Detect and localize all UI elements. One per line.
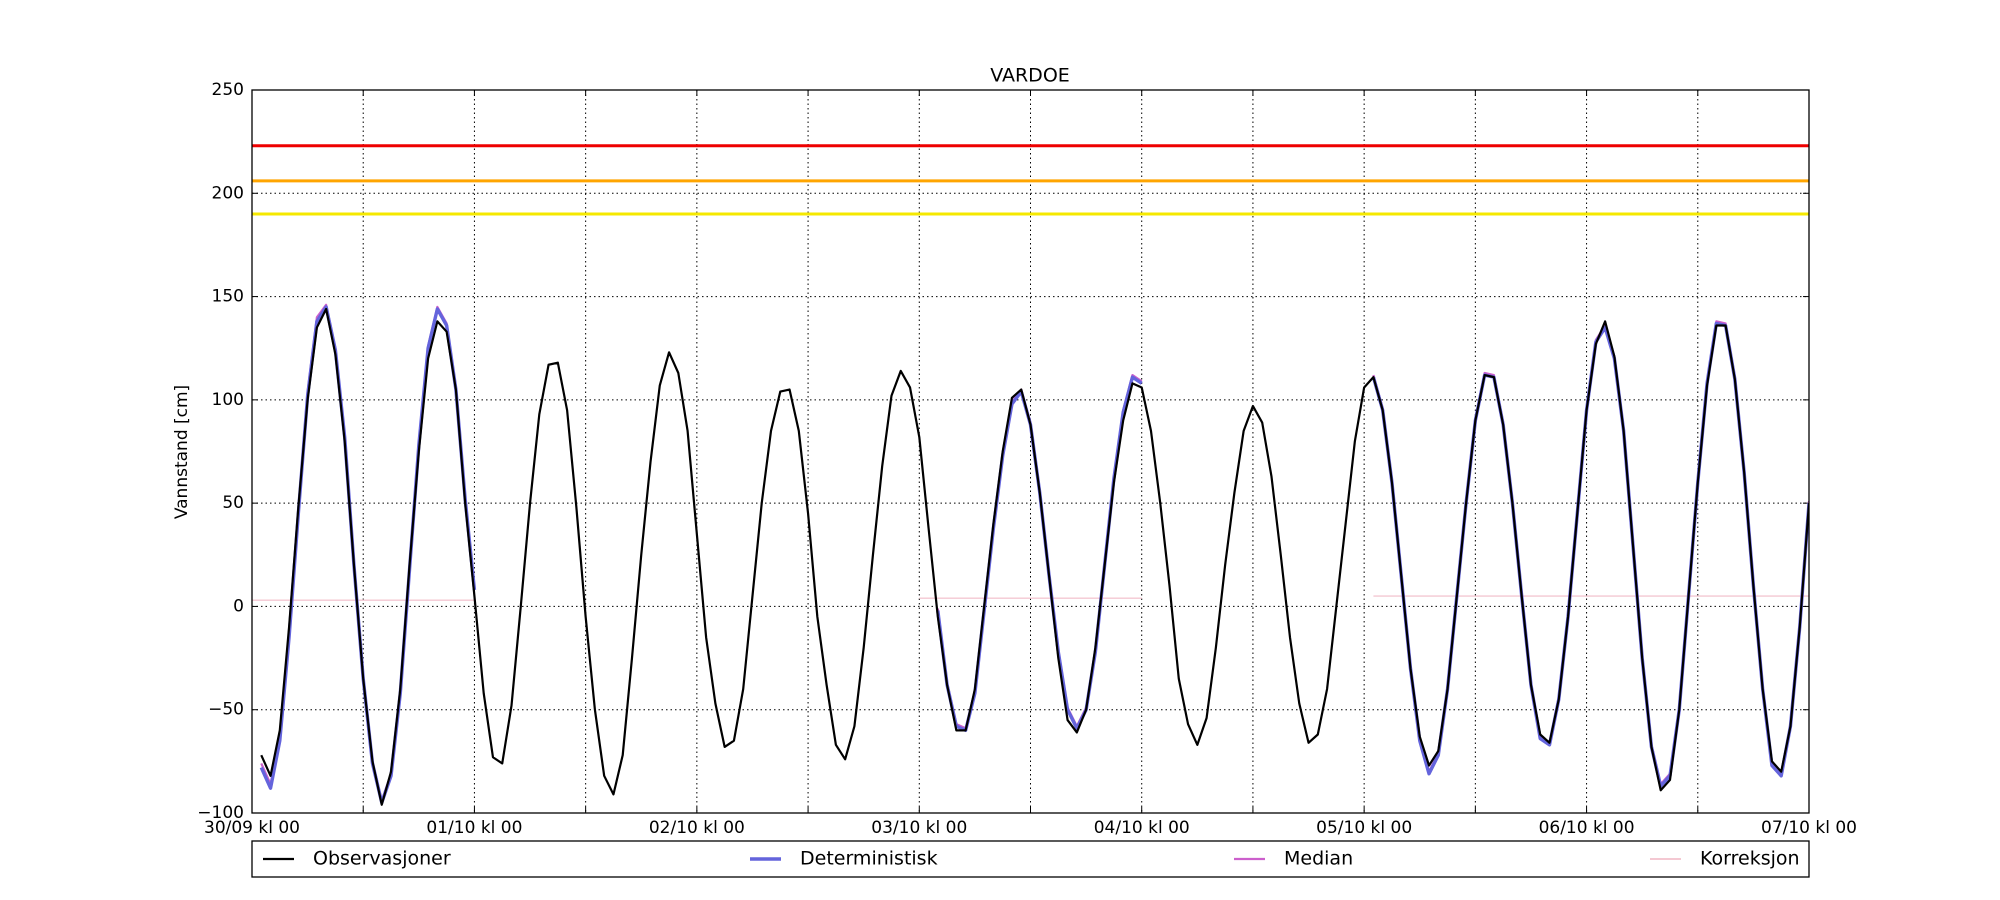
legend-box (251, 840, 1810, 878)
legend-label: Korreksjon (1700, 848, 1800, 870)
legend-label: Deterministisk (800, 848, 938, 870)
x-tick-label: 03/10 kl 00 (871, 818, 967, 838)
x-tick-label: 01/10 kl 00 (426, 818, 522, 838)
series-line (252, 595, 1809, 601)
x-tick-label: 07/10 kl 00 (1761, 818, 1857, 838)
y-tick-label: 250 (212, 80, 244, 100)
series-line (260, 307, 1809, 806)
plot-frame (251, 89, 1810, 814)
chart-title: VARDOE (990, 65, 1070, 87)
series-line (259, 305, 1809, 805)
x-tick-label: 06/10 kl 00 (1539, 818, 1635, 838)
x-tick-label: 30/09 kl 00 (204, 818, 300, 838)
y-tick-label: −100 (197, 803, 244, 823)
y-axis-label: Vannstand [cm] (172, 385, 192, 519)
y-tick-label: 200 (212, 183, 244, 203)
y-tick-label: 0 (233, 596, 244, 616)
x-tick-label: 05/10 kl 00 (1316, 818, 1412, 838)
legend-label: Median (1284, 848, 1353, 870)
legend-label: Observasjoner (313, 848, 451, 870)
y-tick-label: 100 (212, 390, 244, 410)
y-tick-label: −50 (208, 700, 244, 720)
y-tick-label: 150 (212, 287, 244, 307)
x-tick-label: 02/10 kl 00 (649, 818, 745, 838)
x-tick-label: 04/10 kl 00 (1094, 818, 1190, 838)
y-tick-label: 50 (222, 493, 244, 513)
series-line (260, 303, 1809, 802)
plot-area (252, 144, 1809, 806)
